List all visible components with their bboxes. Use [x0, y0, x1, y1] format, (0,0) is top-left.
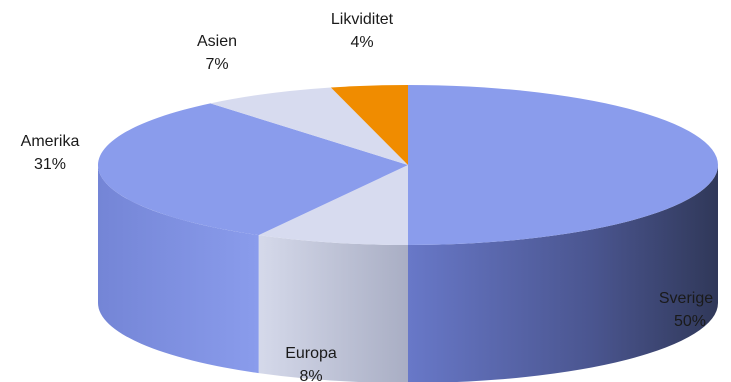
- slice-pct-sverige: 50%: [674, 313, 706, 330]
- slice-side-europa: [258, 235, 408, 382]
- slice-label-europa: Europa: [285, 345, 337, 362]
- slice-top-likviditet: [330, 85, 408, 165]
- slice-top-sverige: [408, 85, 718, 245]
- slice-pct-amerika: 31%: [34, 156, 66, 173]
- slice-top-amerika: [97, 103, 408, 236]
- slice-label-asien: Asien: [197, 33, 237, 50]
- slice-pct-europa: 8%: [299, 368, 322, 382]
- slice-label-likviditet: Likviditet: [331, 11, 394, 28]
- slice-top-asien: [210, 87, 408, 165]
- slice-pct-likviditet: 4%: [350, 34, 373, 51]
- slice-label-sverige: Sverige: [659, 290, 713, 307]
- slice-side-amerika: [98, 165, 259, 374]
- slice-side-sverige: [408, 165, 718, 382]
- slice-label-amerika: Amerika: [21, 133, 80, 150]
- slice-pct-asien: 7%: [205, 56, 228, 73]
- slice-top-europa: [258, 165, 408, 245]
